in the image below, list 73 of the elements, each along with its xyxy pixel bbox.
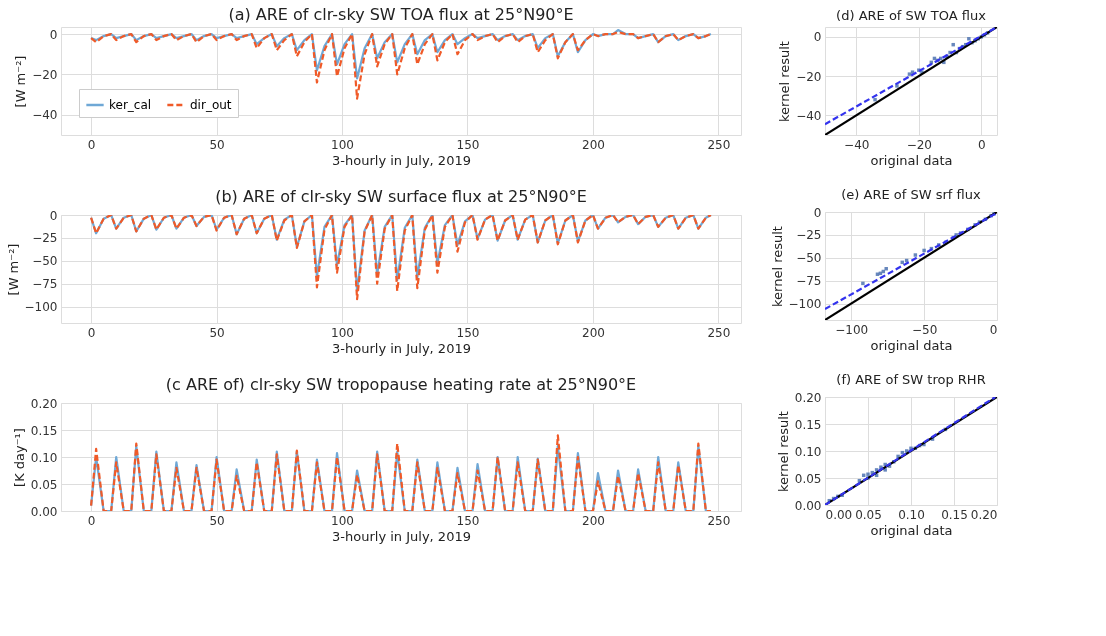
chart-title: (a) ARE of clr-sky SW TOA flux at 25°N90°E: [228, 5, 574, 24]
x-tick-label: 0: [978, 137, 986, 152]
x-tick-label: 250: [707, 325, 731, 340]
y-tick-label: 0.20: [30, 396, 58, 411]
chart-title: (e) ARE of SW srf flux: [841, 187, 981, 202]
x-tick-label: 0: [989, 322, 998, 337]
y-tick-label: −20: [796, 69, 822, 84]
x-tick-label: 0.15: [941, 507, 968, 522]
x-tick-label: 200: [582, 325, 605, 340]
y-axis-title: kernel result: [777, 41, 793, 122]
y-tick-label: 0.10: [30, 450, 58, 465]
x-tick-label: −100: [835, 322, 869, 337]
y-axis-title: [W m⁻²]: [13, 55, 29, 108]
x-axis-title: 3-hourly in July, 2019: [332, 528, 471, 544]
chart-title: (c ARE of) clr-sky SW tropopause heating rate at 25°N90°E: [165, 375, 637, 394]
x-tick-label: −40: [844, 137, 870, 152]
x-tick-label: 150: [456, 513, 480, 528]
y-tick-label: 0: [813, 30, 822, 45]
y-tick-label: −100: [24, 300, 58, 315]
x-tick-label: 100: [331, 513, 354, 528]
y-tick-label: 0.15: [794, 417, 822, 432]
y-tick-label: −100: [788, 297, 822, 312]
y-axis-title: kernel result: [769, 226, 785, 307]
y-tick-label: 0: [813, 205, 822, 220]
x-tick-label: 200: [582, 513, 605, 528]
x-axis-title: 3-hourly in July, 2019: [332, 152, 471, 168]
x-tick-label: 100: [331, 137, 354, 152]
y-tick-label: −50: [796, 251, 822, 266]
y-axis-title: [K day⁻¹]: [11, 428, 27, 487]
x-tick-label: 0.20: [970, 507, 998, 522]
y-tick-label: −25: [796, 228, 822, 243]
x-tick-label: 0.00: [825, 507, 853, 522]
y-tick-label: −40: [796, 108, 822, 123]
y-tick-label: −75: [32, 277, 58, 292]
y-tick-label: −50: [32, 254, 58, 269]
y-tick-label: 0.05: [794, 471, 822, 486]
y-tick-label: 0.10: [794, 444, 822, 459]
x-tick-label: 0: [87, 137, 96, 152]
y-tick-label: −20: [32, 67, 58, 82]
x-tick-label: 0: [87, 513, 96, 528]
y-tick-label: −25: [32, 231, 58, 246]
x-tick-label: −20: [906, 137, 932, 152]
x-axis-title: original data: [870, 152, 953, 168]
x-tick-label: 0.10: [898, 507, 925, 522]
x-tick-label: 50: [209, 513, 225, 528]
x-tick-label: −50: [911, 322, 938, 337]
x-axis-title: original data: [870, 522, 953, 538]
x-tick-label: 0: [87, 325, 96, 340]
chart-title: (f) ARE of SW trop RHR: [836, 372, 986, 387]
y-tick-label: −75: [796, 274, 822, 289]
chart-title: (b) ARE of clr-sky SW surface flux at 25°N90°E: [215, 187, 587, 206]
x-tick-label: 0.05: [855, 507, 882, 522]
y-axis-title: kernel result: [775, 411, 791, 492]
x-tick-label: 100: [331, 325, 354, 340]
chart-title: (d) ARE of SW TOA flux: [836, 8, 987, 23]
x-tick-label: 50: [209, 137, 225, 152]
x-axis-title: 3-hourly in July, 2019: [332, 340, 471, 356]
y-tick-label: 0: [49, 208, 58, 223]
x-tick-label: 50: [209, 325, 225, 340]
x-tick-label: 150: [456, 137, 480, 152]
y-tick-label: 0: [49, 27, 58, 42]
x-tick-label: 150: [456, 325, 480, 340]
x-tick-label: 200: [582, 137, 605, 152]
legend-label: ker_cal: [109, 98, 152, 112]
x-axis-title: original data: [870, 337, 953, 353]
legend-label: dir_out: [190, 98, 232, 112]
y-tick-label: 0.05: [30, 477, 58, 492]
x-tick-label: 250: [707, 137, 731, 152]
y-tick-label: −40: [32, 108, 58, 123]
x-tick-label: 250: [707, 513, 731, 528]
y-axis-title: [W m⁻²]: [5, 243, 21, 296]
y-tick-label: 0.15: [30, 423, 58, 438]
y-tick-label: 0.20: [794, 390, 822, 405]
